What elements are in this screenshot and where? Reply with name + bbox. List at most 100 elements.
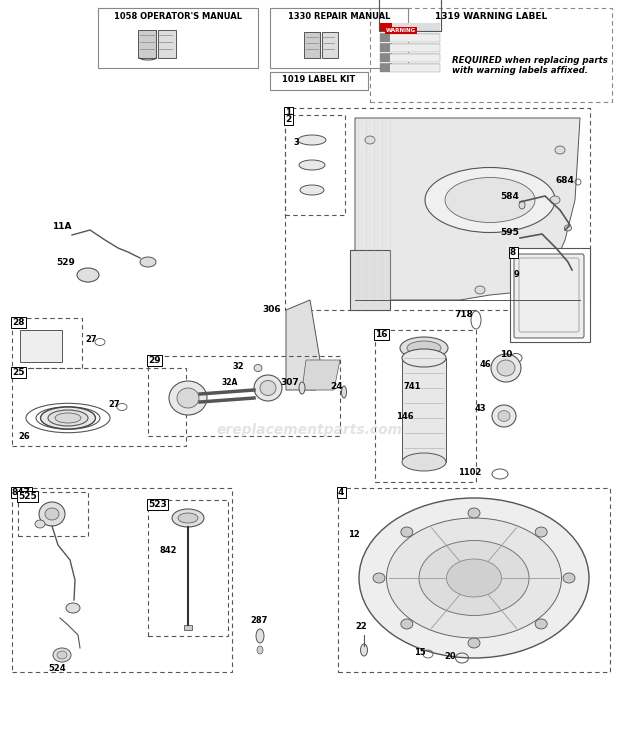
Ellipse shape xyxy=(55,413,81,423)
Text: 306: 306 xyxy=(262,305,281,314)
Ellipse shape xyxy=(365,136,375,144)
Ellipse shape xyxy=(254,375,282,401)
Bar xyxy=(380,64,440,72)
Ellipse shape xyxy=(445,178,535,222)
Text: 32A: 32A xyxy=(222,378,238,387)
Text: 529: 529 xyxy=(56,258,75,267)
Text: REQUIRED when replacing parts
with warning labels affixed.: REQUIRED when replacing parts with warni… xyxy=(452,56,608,75)
Ellipse shape xyxy=(300,185,324,195)
Text: 29: 29 xyxy=(148,356,161,365)
Ellipse shape xyxy=(257,646,263,654)
Text: 1319 WARNING LABEL: 1319 WARNING LABEL xyxy=(435,12,547,21)
Text: 525: 525 xyxy=(18,492,37,501)
Bar xyxy=(285,108,590,310)
Ellipse shape xyxy=(254,365,262,371)
Text: 9: 9 xyxy=(514,270,520,279)
Ellipse shape xyxy=(475,286,485,294)
Bar xyxy=(380,54,440,62)
Text: 307: 307 xyxy=(280,378,299,387)
Ellipse shape xyxy=(39,502,65,526)
Bar xyxy=(380,63,440,72)
Text: 1: 1 xyxy=(285,108,291,117)
Ellipse shape xyxy=(535,527,547,537)
Ellipse shape xyxy=(407,341,441,355)
Ellipse shape xyxy=(256,629,264,643)
Text: 16: 16 xyxy=(375,330,388,339)
Text: 24: 24 xyxy=(330,382,343,391)
Bar xyxy=(285,115,345,215)
Ellipse shape xyxy=(342,386,347,398)
Bar xyxy=(304,32,320,58)
Text: 584: 584 xyxy=(500,192,519,201)
Ellipse shape xyxy=(169,381,207,415)
Text: 27: 27 xyxy=(85,335,97,344)
Text: 842: 842 xyxy=(160,546,177,555)
Text: 3: 3 xyxy=(293,138,299,147)
Bar xyxy=(184,625,192,630)
Text: 20: 20 xyxy=(444,652,456,661)
Bar xyxy=(12,488,232,672)
Bar xyxy=(12,368,186,446)
Bar xyxy=(380,43,440,52)
Bar xyxy=(270,72,368,90)
Ellipse shape xyxy=(66,603,80,613)
Ellipse shape xyxy=(564,225,572,231)
Ellipse shape xyxy=(468,508,480,518)
Ellipse shape xyxy=(498,411,510,422)
Ellipse shape xyxy=(550,196,560,204)
Text: 27: 27 xyxy=(108,400,120,409)
Bar xyxy=(380,44,440,52)
Text: 1058 OPERATOR'S MANUAL: 1058 OPERATOR'S MANUAL xyxy=(114,12,242,21)
Bar xyxy=(380,23,440,32)
Bar xyxy=(138,30,156,58)
Bar xyxy=(148,356,340,436)
Text: 4: 4 xyxy=(338,488,344,497)
Ellipse shape xyxy=(401,527,413,537)
Ellipse shape xyxy=(177,388,199,408)
Ellipse shape xyxy=(468,638,480,648)
Text: 11A: 11A xyxy=(52,222,71,231)
Ellipse shape xyxy=(45,508,59,520)
Ellipse shape xyxy=(373,573,385,583)
Text: 32: 32 xyxy=(232,362,244,371)
Text: 25: 25 xyxy=(12,368,25,377)
Ellipse shape xyxy=(555,146,565,154)
Bar xyxy=(380,63,392,72)
Ellipse shape xyxy=(298,135,326,145)
Bar xyxy=(380,44,390,52)
Ellipse shape xyxy=(35,520,45,528)
Bar xyxy=(380,53,440,62)
Bar xyxy=(158,30,176,58)
Ellipse shape xyxy=(519,201,525,209)
Ellipse shape xyxy=(360,644,368,656)
Bar xyxy=(379,0,441,31)
Bar xyxy=(12,318,82,368)
Polygon shape xyxy=(286,300,320,390)
Text: 287: 287 xyxy=(250,616,267,625)
Ellipse shape xyxy=(299,382,305,394)
Bar xyxy=(148,500,228,636)
Bar xyxy=(380,33,440,42)
Ellipse shape xyxy=(400,337,448,359)
Bar xyxy=(18,492,88,536)
Bar xyxy=(322,32,338,58)
FancyBboxPatch shape xyxy=(514,254,584,338)
Ellipse shape xyxy=(40,407,95,429)
Ellipse shape xyxy=(492,405,516,427)
Ellipse shape xyxy=(497,360,515,376)
Ellipse shape xyxy=(53,648,71,662)
Ellipse shape xyxy=(140,257,156,267)
Text: 43: 43 xyxy=(475,404,487,413)
Text: 1330 REPAIR MANUAL: 1330 REPAIR MANUAL xyxy=(288,12,390,21)
Bar xyxy=(380,53,392,62)
Text: 28: 28 xyxy=(12,318,25,327)
Ellipse shape xyxy=(299,160,325,170)
Text: 718: 718 xyxy=(454,310,473,319)
Text: ereplacementparts.com: ereplacementparts.com xyxy=(217,423,403,437)
Bar xyxy=(375,330,476,482)
Ellipse shape xyxy=(57,651,67,659)
Ellipse shape xyxy=(402,453,446,471)
Text: WARNING: WARNING xyxy=(386,28,416,33)
Text: 10: 10 xyxy=(500,350,512,359)
Bar xyxy=(380,23,392,32)
